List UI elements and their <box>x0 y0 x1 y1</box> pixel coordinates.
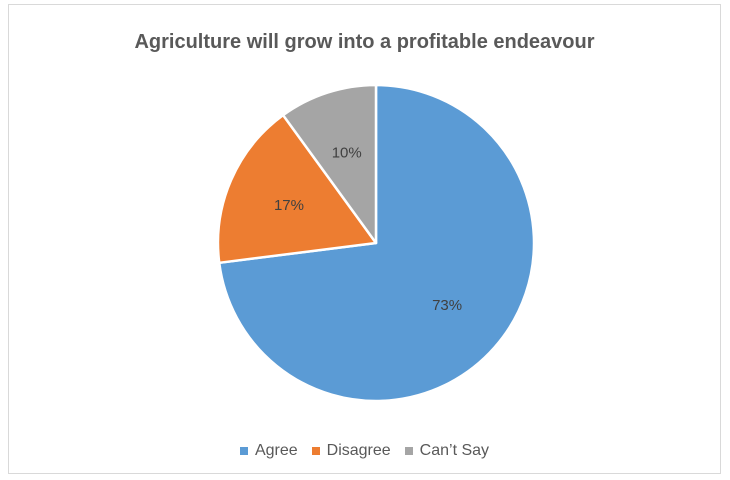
legend-swatch <box>239 447 248 455</box>
pie-slice-disagree <box>216 113 378 265</box>
legend-item-disagree: Disagree <box>311 442 391 460</box>
data-label-can-t-say: 10% <box>332 144 362 161</box>
chart-legend: Agree Disagree Can’t Say <box>9 442 720 460</box>
legend-label: Agree <box>254 442 298 459</box>
legend-swatch <box>311 447 320 455</box>
legend-swatch <box>404 447 413 455</box>
data-label-disagree: 17% <box>274 197 304 214</box>
legend-item-can-t-say: Can’t Say <box>404 442 490 460</box>
pie-slice-can-t-say <box>281 83 378 245</box>
legend-item-agree: Agree <box>239 442 298 460</box>
legend-label: Disagree <box>326 442 391 459</box>
chart-area: Agriculture will grow into a profitable … <box>8 4 721 474</box>
pie-chart: 73% 17% 10% <box>216 83 536 403</box>
legend-label: Can’t Say <box>419 442 490 459</box>
chart-title: Agriculture will grow into a profitable … <box>134 31 595 53</box>
data-label-agree: 73% <box>432 297 462 314</box>
